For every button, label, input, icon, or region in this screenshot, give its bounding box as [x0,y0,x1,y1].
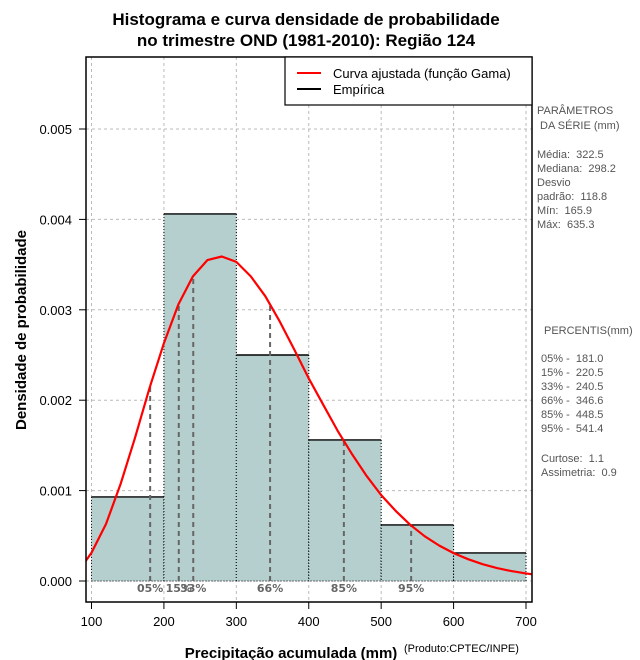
density-curve [86,255,532,576]
percentile-label-66: 66% [257,582,283,595]
percentile-label-95: 95% [398,582,424,595]
y-axis-label: Densidade de probabilidade [13,230,30,430]
param-mean: Média: 322.5 [537,149,604,161]
y-tick-label: 0.000 [39,574,72,589]
x-tick-label: 600 [443,614,465,629]
x-tick-label: 400 [298,614,320,629]
stat-kurtosis: Curtose: 1.1 [541,453,604,465]
x-tick-label: 300 [225,614,247,629]
percentil-33: 33% - 240.5 [541,381,603,393]
chart-title-line-2: no trimestre OND (1981-2010): Região 124 [137,31,476,50]
histogram-bar [236,355,309,581]
param-stddev-1: Desvio [537,177,571,189]
percentile-label-85: 85% [331,582,357,595]
param-max: Máx: 635.3 [537,219,594,231]
legend-box [284,56,533,106]
x-tick-label: 200 [153,614,175,629]
legend-label-empirical: Empírica [333,82,385,97]
percentile-label-05: 05% [137,582,163,595]
y-tick-label: 0.001 [39,484,72,499]
histogram-bar [308,439,382,581]
credit-label: (Produto:CPTEC/INPE) [404,643,519,655]
x-tick-label: 500 [370,614,392,629]
chart-title-line-1: Histograma e curva densidade de probabil… [112,10,499,29]
percentile-lines [149,275,413,581]
percentile-label-33: 33% [180,582,206,595]
percentile-labels: 05% 15%33% 66% 85% 95% [137,582,424,595]
histogram-bars [91,213,527,582]
histogram-bar [381,524,454,581]
param-min: Mín: 165.9 [537,205,592,217]
y-tick-label: 0.005 [39,122,72,137]
histogram-bar [91,496,164,581]
y-axis: 0.000 0.001 0.002 0.003 0.004 0.005 [39,122,86,589]
y-tick-label: 0.003 [39,303,72,318]
params-title-2: DA SÉRIE (mm) [537,119,620,132]
percentile-label-15: 15% [166,582,192,595]
legend-label-fitted: Curva ajustada (função Gama) [333,66,511,81]
y-tick-label: 0.004 [39,212,72,227]
params-title-1: PARÂMETROS [537,104,613,117]
x-tick-label: 100 [81,614,103,629]
percentil-15: 15% - 220.5 [541,367,603,379]
percentil-85: 85% - 448.5 [541,409,603,421]
percentil-95: 95% - 541.4 [541,423,603,435]
y-tick-label: 0.002 [39,393,72,408]
param-stddev-2: padrão: 118.8 [537,191,607,203]
series-parameters-panel: PARÂMETROS DA SÉRIE (mm) Média: 322.5 Me… [537,104,633,479]
x-axis: 100 200 300 400 500 600 700 [81,602,537,629]
legend: Curva ajustada (função Gama) Empírica [284,56,533,106]
percentil-05: 05% - 181.0 [541,353,603,365]
histogram-bar [163,213,237,581]
percentis-title: PERCENTIS(mm) [544,325,633,337]
x-axis-label: Precipitação acumulada (mm) [185,645,398,660]
stat-skewness: Assimetria: 0.9 [541,467,617,479]
fitted-gamma-curve [86,255,532,576]
percentil-66: 66% - 346.6 [541,395,603,407]
x-tick-label: 700 [515,614,537,629]
param-median: Mediana: 298.2 [537,163,616,175]
